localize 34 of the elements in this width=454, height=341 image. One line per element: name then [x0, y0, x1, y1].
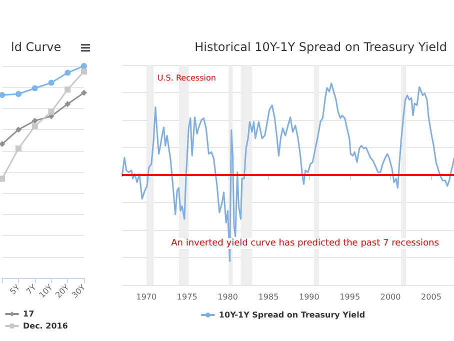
band-label: U.S. Recession — [157, 74, 216, 82]
x-tick-label: 1970 — [136, 292, 157, 302]
point — [32, 123, 38, 130]
x-tick-label: 2000 — [380, 292, 401, 302]
point — [0, 92, 6, 98]
x-tick-label: 1975 — [176, 292, 198, 302]
point — [81, 68, 87, 75]
x-tick-label: 2005 — [421, 292, 442, 302]
point — [48, 108, 54, 115]
point — [0, 176, 6, 182]
annotation: An inverted yield curve has predicted the past 7 recessions — [171, 238, 440, 248]
point — [0, 141, 6, 148]
x-tick-label: 5Y — [8, 282, 22, 296]
x-tick-label: 1995 — [340, 292, 360, 302]
point — [15, 145, 22, 152]
x-tick-label: 1980 — [218, 292, 238, 302]
point — [32, 85, 38, 92]
point — [15, 126, 22, 133]
point — [16, 90, 22, 97]
x-tick-label: 7Y — [24, 282, 38, 296]
point — [64, 70, 71, 76]
chart-title: Historical 10Y-1Y Spread on Treasury Yield — [194, 40, 448, 54]
point — [64, 86, 71, 93]
point — [64, 100, 71, 107]
legend-label: 10Y-1Y Spread on Treasury Yield — [218, 310, 366, 320]
x-tick-label: 1990 — [298, 292, 320, 302]
point — [81, 90, 87, 96]
point — [32, 118, 38, 124]
point — [81, 63, 87, 69]
x-tick-label: 1985 — [258, 292, 279, 302]
chart-title: ld Curve — [11, 40, 62, 54]
legend-label: 17 — [23, 310, 34, 318]
legend-label: Dec. 2016 — [23, 322, 68, 330]
point — [48, 80, 54, 86]
